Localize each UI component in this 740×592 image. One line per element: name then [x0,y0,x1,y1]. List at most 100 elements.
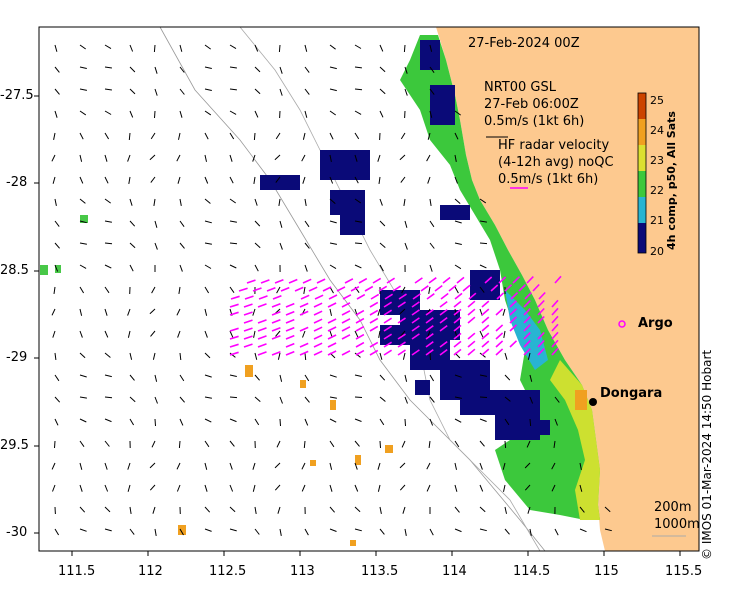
model-arrow [229,396,238,399]
hf-arrow [243,343,253,348]
model-arrow [179,198,182,206]
model-arrow [377,462,381,470]
model-arrow [104,330,109,338]
hf-arrow [355,325,365,332]
model-arrow [150,176,156,183]
hf-arrow [383,309,393,316]
hf-arrow [313,350,323,356]
model-arrow [204,440,210,448]
model-arrow [354,154,358,162]
date-title: 27-Feb-2024 00Z [468,36,580,51]
model-arrow [176,154,181,162]
hf-arrow [364,285,374,292]
hf-arrow [509,340,518,348]
model-arrow [426,154,431,162]
model-arrow [329,440,335,448]
model-arrow [504,396,511,402]
model-arrow [129,506,132,514]
model-arrow [429,110,433,118]
hf-arrow [229,327,239,332]
hf-arrow [383,317,393,324]
model-arrow [127,462,131,470]
model-arrow [579,528,587,533]
hf-arrow [397,341,406,348]
model-arrow [274,484,281,491]
hf-arrow [411,309,420,316]
hf-arrow [425,341,434,348]
model-arrow [354,176,359,184]
model-arrow [79,220,87,224]
model-arrow [254,352,258,360]
model-arrow [379,44,384,52]
model-arrow [176,484,181,492]
model-arrow [229,176,234,184]
hf-arrow [481,308,490,316]
hf-arrow [370,293,380,300]
model-arrow [154,88,158,96]
model-arrow [79,242,87,245]
model-arrow [79,330,83,338]
model-arrow [454,528,462,533]
sst-warm-pixels [178,365,587,546]
model-arrow [401,440,406,448]
model-arrow [129,418,135,426]
hf-arrow [425,333,434,340]
hf-arrow [442,276,451,284]
colorbar-tick-22: 22 [650,184,664,197]
model-arrow [204,484,208,492]
model-arrow [429,220,435,228]
model-arrow [54,44,58,52]
model-arrow [429,418,434,426]
hf-label-3: 0.5m/s (1kt 6h) [498,172,599,187]
model-arrow [254,396,261,402]
model-arrow [504,352,508,360]
model-arrow [129,88,136,95]
model-arrow [454,374,462,378]
model-arrow [154,66,158,74]
hf-arrow [308,286,318,292]
model-arrow [479,242,488,245]
model-arrow [204,308,208,316]
hf-arrow [285,342,295,348]
model-arrow [354,440,360,447]
hf-arrow [512,276,521,284]
model-arrow [153,198,156,206]
model-arrow [52,176,56,184]
model-arrow [254,374,260,381]
model-arrow [79,506,86,513]
hf-arrow [495,348,504,356]
model-arrow [104,176,109,184]
model-arrow [427,132,431,140]
model-arrow [177,176,181,184]
model-arrow [104,528,112,532]
model-arrow [502,308,506,316]
model-arrow [204,176,209,184]
hf-arrow [285,310,295,316]
model-arrow [128,132,131,141]
model-arrow [252,462,256,470]
model-arrow [127,154,131,162]
model-arrow [399,308,406,315]
dongara-marker [589,398,597,406]
model-arrow [301,484,306,492]
hf-arrow [280,286,290,292]
hf-arrow [454,292,463,300]
model-arrow [302,176,306,184]
model-arrow [204,352,211,359]
model-arrow [253,330,256,338]
hf-arrow [481,332,490,340]
model-arrow [276,440,281,448]
model-arrow [127,330,131,338]
hf-arrow [285,350,295,356]
model-arrow [204,154,207,162]
model-arrow [504,374,511,381]
model-arrow [277,352,281,360]
model-arrow [354,506,361,513]
hf-arrow [468,292,477,300]
hf-arrow [327,318,337,324]
model-arrow [179,352,182,361]
hf-arrow [551,331,559,340]
model-arrow [379,66,386,73]
model-arrow [404,418,406,427]
hf-arrow [384,293,394,300]
